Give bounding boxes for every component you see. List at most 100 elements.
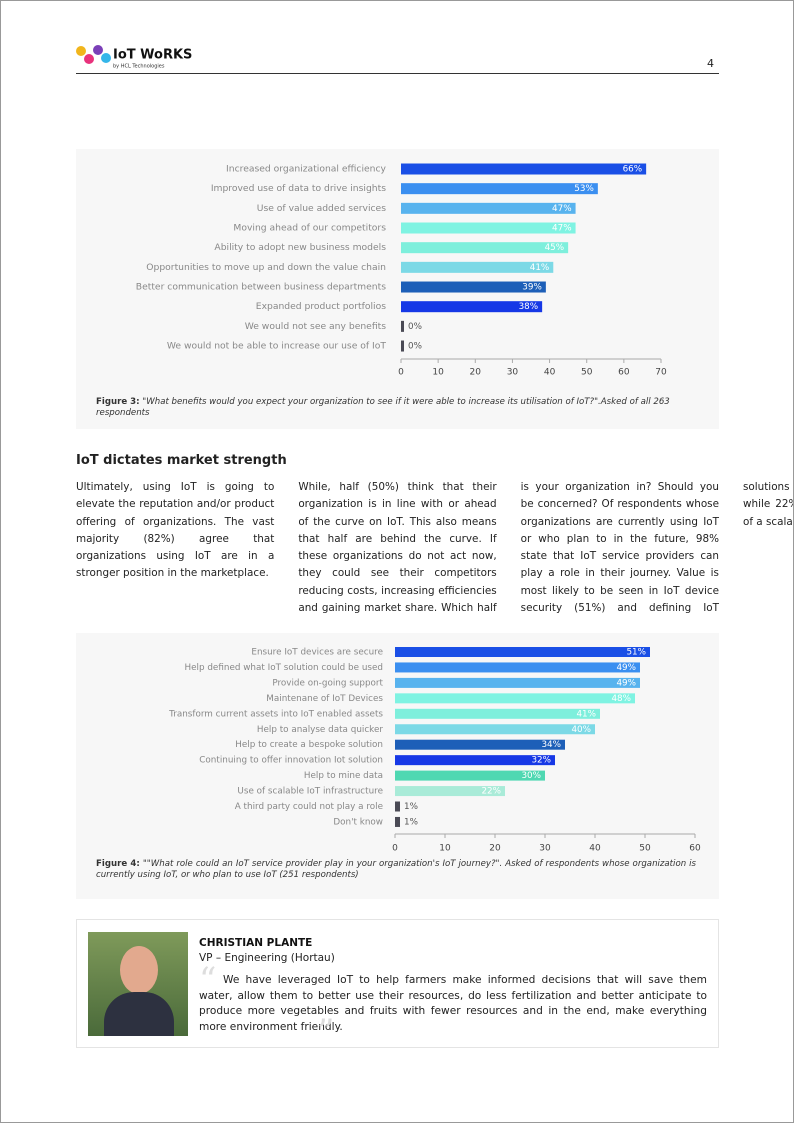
category-label: Ensure IoT devices are secure <box>251 648 383 658</box>
value-label: 47% <box>552 224 572 234</box>
value-label: 0% <box>408 322 422 332</box>
value-label: 45% <box>545 243 565 253</box>
value-label: 41% <box>530 263 550 273</box>
bar <box>395 724 595 735</box>
x-tick-label: 10 <box>439 844 451 854</box>
category-label: Use of value added services <box>257 203 386 214</box>
portrait-body <box>104 992 174 1036</box>
x-tick-label: 40 <box>589 844 601 854</box>
caption-text: "What benefits would you expect your org… <box>96 397 670 418</box>
category-label: Help defined what IoT solution could be … <box>184 663 383 673</box>
bar <box>395 786 505 797</box>
category-label: Maintenane of IoT Devices <box>266 694 383 704</box>
bar <box>401 301 543 313</box>
chart: 0 10 20 30 40 50 60 Ensure IoT devices are secu… <box>168 647 701 854</box>
x-tick-label: 30 <box>507 368 519 378</box>
x-tick-label: 20 <box>470 368 482 378</box>
section-heading: IoT dictates market strength <box>76 453 287 468</box>
category-label: Better communication between business de… <box>136 282 386 293</box>
value-label: 49% <box>616 678 636 688</box>
value-label: 0% <box>408 342 422 352</box>
value-label: 47% <box>552 204 572 214</box>
category-label: Help to mine data <box>304 771 383 781</box>
category-label: Ability to adopt new business models <box>214 242 386 253</box>
bar <box>395 677 640 688</box>
category-label: We would not be able to increase our use… <box>167 341 387 352</box>
category-label: We would not see any benefits <box>245 321 387 332</box>
category-label: Opportunities to move up and down the va… <box>146 262 386 273</box>
paragraph: Ultimately, using IoT is going to elevat… <box>76 481 275 580</box>
chart-panel: 0 10 20 30 40 50 60 70 Increased organizational … <box>76 149 719 429</box>
bar <box>395 755 555 766</box>
x-tick-label: 60 <box>689 844 701 854</box>
quote-mark: ” <box>317 1012 335 1052</box>
logo-text: IoT WoRKS <box>113 48 192 63</box>
value-label: 51% <box>626 648 646 658</box>
bar <box>395 816 400 827</box>
chart-panel: 0 10 20 30 40 50 60 Ensure IoT devices are secu… <box>76 633 719 899</box>
bar <box>401 222 576 234</box>
bar <box>401 202 576 214</box>
bar <box>395 693 635 704</box>
category-label: Use of scalable IoT infrastructure <box>237 787 383 797</box>
category-label: Moving ahead of our competitors <box>233 223 386 234</box>
logo-subtext: by HCL Technologies <box>113 64 165 70</box>
bar <box>401 261 554 273</box>
category-label: Transform current assets into IoT enable… <box>168 709 383 719</box>
chart: 0 10 20 30 40 50 60 70 Increased organizational … <box>136 163 667 378</box>
value-label: 38% <box>519 302 539 312</box>
value-label: 41% <box>576 709 596 719</box>
x-tick-label: 0 <box>392 844 398 854</box>
figure-caption: Figure 4: ""What role could an IoT servi… <box>96 859 696 881</box>
page-number: 4 <box>707 57 714 70</box>
x-tick-label: 0 <box>398 368 404 378</box>
paragraph: While, half (50%) think that their organ… <box>298 481 793 615</box>
bar <box>395 647 650 657</box>
logo-dot <box>76 46 86 56</box>
value-label: 66% <box>623 165 643 175</box>
x-tick-label: 70 <box>655 368 667 378</box>
value-label: 49% <box>616 663 636 673</box>
category-label: Continuing to offer innovation Iot solut… <box>199 756 383 766</box>
value-label: 53% <box>574 184 594 194</box>
body-text: Ultimately, using IoT is going to elevat… <box>76 479 793 619</box>
x-tick-label: 50 <box>639 844 651 854</box>
logo-dot <box>84 54 94 64</box>
value-label: 30% <box>521 771 541 781</box>
category-label: Don't know <box>333 817 383 827</box>
value-label: 32% <box>531 756 551 766</box>
value-label: 22% <box>481 787 501 797</box>
value-label: 1% <box>404 817 418 827</box>
portrait <box>88 932 188 1036</box>
quote-mark: “ <box>199 960 217 1000</box>
x-tick-label: 10 <box>432 368 444 378</box>
logo-dot <box>93 45 103 55</box>
category-label: Improved use of data to drive insights <box>211 183 386 194</box>
quote-box: CHRISTIAN PLANTE VP – Engineering (Horta… <box>76 919 719 1052</box>
caption-text: ""What role could an IoT service provide… <box>96 859 697 880</box>
value-label: 39% <box>522 283 542 293</box>
x-tick-label: 50 <box>581 368 593 378</box>
value-label: 40% <box>571 725 591 735</box>
bar <box>401 183 598 195</box>
caption-label: Figure 3: <box>96 397 140 407</box>
value-label: 34% <box>541 740 561 750</box>
bar <box>395 770 545 781</box>
quote-text: We have leveraged IoT to help farmers ma… <box>199 974 707 1033</box>
quote-role: VP – Engineering (Hortau) <box>199 952 335 964</box>
logo: IoT WoRKS by HCL Technologies <box>76 45 192 70</box>
value-label: 1% <box>404 802 418 812</box>
logo-dot <box>101 53 111 63</box>
category-label: Expanded product portfolios <box>256 301 386 312</box>
caption-label: Figure 4: <box>96 859 140 869</box>
figure-caption: Figure 3: "What benefits would you expec… <box>96 397 706 419</box>
x-tick-label: 20 <box>489 844 501 854</box>
bar <box>401 242 569 254</box>
x-tick-label: 40 <box>544 368 556 378</box>
quote-name: CHRISTIAN PLANTE <box>199 937 313 949</box>
bar <box>395 801 400 812</box>
bar <box>395 708 600 719</box>
category-label: A third party could not play a role <box>235 802 383 812</box>
portrait-face <box>120 946 158 994</box>
